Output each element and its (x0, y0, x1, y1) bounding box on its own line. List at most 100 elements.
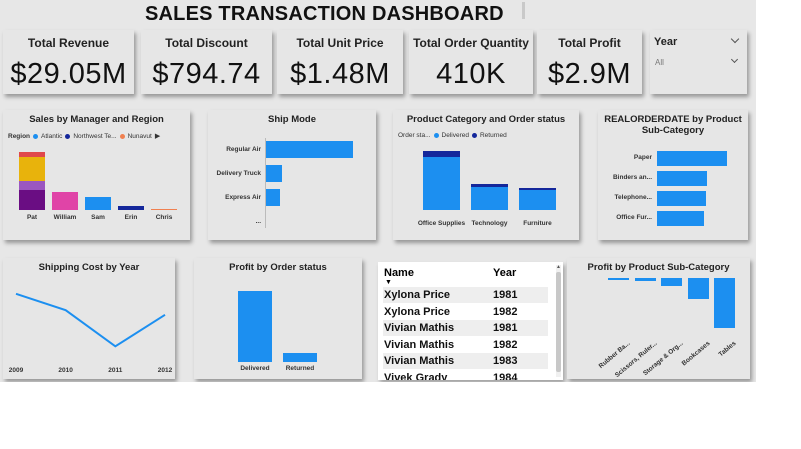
bar[interactable] (714, 278, 735, 328)
legend-item[interactable]: Northwest Te... (73, 133, 116, 140)
table-header[interactable]: Name Year ▼ (383, 265, 548, 289)
scrollbar-thumb[interactable] (556, 272, 561, 372)
bar[interactable] (608, 278, 629, 280)
bar[interactable] (688, 278, 709, 299)
chart-legend[interactable]: Region Atlantic Northwest Te... Nunavut … (8, 132, 160, 140)
table-row[interactable]: Xylona Price 1981 (383, 287, 548, 303)
axis-tick-label: 2011 (108, 367, 122, 374)
bar[interactable] (238, 291, 272, 362)
table-row[interactable]: Vivian Mathis 1982 (383, 337, 548, 353)
bar-segment-returned[interactable] (423, 151, 460, 156)
table-row[interactable]: Vivian Mathis 1981 (383, 320, 548, 336)
axis-tick-label: Telephone... (615, 194, 652, 201)
kpi-value: $1.48M (277, 58, 403, 91)
table-row[interactable]: Vivek Grady 1984 (383, 370, 548, 381)
chart-realorderdate[interactable]: REALORDERDATE by Product Sub-Category Pa… (598, 110, 748, 240)
bar[interactable] (266, 141, 353, 158)
legend-item[interactable]: Nunavut (128, 133, 152, 140)
bar[interactable] (266, 165, 282, 182)
column-header-year[interactable]: Year (493, 267, 516, 279)
axis-tick-label: Express Air (225, 194, 261, 201)
axis-tick-label: Furniture (513, 219, 562, 228)
dashboard-title: SALES TRANSACTION DASHBOARD (145, 3, 504, 26)
bar-segment[interactable] (19, 157, 45, 181)
chart-profit-by-subcategory[interactable]: Profit by Product Sub-Category Rubber Ba… (567, 258, 750, 379)
axis-tick-label: Delivered (232, 365, 278, 372)
axis-tick-label: Tables (718, 340, 738, 358)
kpi-value: $794.74 (141, 58, 272, 91)
bar-segment[interactable] (52, 192, 78, 210)
dropdown-chevron-icon[interactable] (731, 56, 738, 63)
bar[interactable] (657, 151, 727, 166)
legend-title: Region (8, 133, 30, 140)
bar-segment-delivered[interactable] (423, 157, 460, 210)
bar-segment-returned[interactable] (519, 188, 556, 190)
kpi-card-total-unit-price[interactable]: Total Unit Price $1.48M (277, 30, 403, 94)
kpi-card-total-revenue[interactable]: Total Revenue $29.05M (3, 30, 134, 94)
axis-tick-label: Paper (634, 154, 652, 161)
bar-segment[interactable] (19, 181, 45, 190)
chart-product-category[interactable]: Product Category and Order status Order … (393, 110, 579, 240)
axis-tick-label: Bookcases (680, 340, 711, 367)
cell-year: 1981 (493, 289, 517, 301)
table-row[interactable]: Xylona Price 1982 (383, 304, 548, 320)
scroll-up-arrow-icon[interactable]: ▲ (556, 264, 561, 270)
legend-item[interactable]: Delivered (442, 132, 469, 139)
bar[interactable] (283, 353, 317, 362)
legend-next-arrow-icon[interactable]: ▶ (155, 132, 160, 140)
bar-segment[interactable] (85, 197, 111, 210)
chart-profit-by-status[interactable]: Profit by Order status Delivered Returned (194, 258, 362, 379)
axis-tick-label: ... (256, 218, 261, 225)
kpi-card-total-discount[interactable]: Total Discount $794.74 (141, 30, 272, 94)
chart-sales-by-manager[interactable]: Sales by Manager and Region Region Atlan… (3, 110, 190, 240)
plot-area: Paper Binders an... Telephone... Office Fur… (598, 148, 748, 238)
chart-ship-mode[interactable]: Ship Mode Regular Air Delivery Truck Expre… (208, 110, 376, 240)
axis-tick-label: Binders an... (613, 174, 652, 181)
chart-title: REALORDERDATE by Product Sub-Category (604, 114, 742, 136)
kpi-card-total-profit[interactable]: Total Profit $2.9M (537, 30, 642, 94)
chart-legend[interactable]: Order sta... Delivered Returned (398, 132, 507, 139)
chart-title: Sales by Manager and Region (3, 114, 190, 125)
kpi-label: Total Profit (537, 36, 642, 50)
kpi-label: Total Order Quantity (409, 36, 533, 50)
cell-name: Vivian Mathis (384, 355, 454, 367)
kpi-value: 410K (409, 58, 533, 91)
bar[interactable] (661, 278, 682, 286)
table-row[interactable]: Vivian Mathis 1983 (383, 353, 548, 369)
bar[interactable] (266, 189, 280, 206)
bar[interactable] (657, 171, 707, 186)
column-header-name[interactable]: Name (384, 267, 414, 279)
bar-segment-delivered[interactable] (471, 187, 508, 210)
legend-item[interactable]: Returned (480, 132, 507, 139)
axis-tick-label: Chris (147, 214, 181, 221)
legend-dot-icon (434, 133, 439, 138)
year-slicer[interactable]: Year All (650, 30, 747, 94)
bar-segment-returned[interactable] (471, 184, 508, 186)
chart-shipping-cost[interactable]: Shipping Cost by Year 2009 2010 2011 2012 (3, 258, 175, 379)
cell-name: Xylona Price (384, 306, 450, 318)
bar-segment[interactable] (118, 206, 144, 210)
axis-tick-label: Office Supplies (417, 219, 466, 228)
bar-segment[interactable] (151, 209, 177, 210)
slicer-dropdown-value[interactable]: All (655, 58, 664, 67)
kpi-card-total-order-quantity[interactable]: Total Order Quantity 410K (409, 30, 533, 94)
bar-segment[interactable] (19, 152, 45, 157)
legend-dot-icon (472, 133, 477, 138)
line-series[interactable] (16, 294, 165, 347)
legend-dot-icon (65, 134, 70, 139)
sort-descending-icon[interactable]: ▼ (385, 279, 392, 286)
kpi-value: $2.9M (537, 58, 642, 91)
axis-tick-label: Returned (277, 365, 323, 372)
axis-tick-label: Erin (114, 214, 148, 221)
collapse-chevron-icon[interactable] (731, 35, 739, 43)
bar-segment[interactable] (19, 190, 45, 210)
bar[interactable] (635, 278, 656, 281)
name-year-table[interactable]: Name Year ▼ Xylona Price 1981 Xylona Price… (378, 262, 563, 380)
legend-dot-icon (120, 134, 125, 139)
legend-item[interactable]: Atlantic (41, 133, 62, 140)
bar[interactable] (657, 191, 706, 206)
plot-area: Regular Air Delivery Truck Express Air... (208, 138, 376, 234)
bar-segment-delivered[interactable] (519, 190, 556, 210)
bar[interactable] (657, 211, 704, 226)
cell-name: Vivek Grady (384, 372, 447, 381)
